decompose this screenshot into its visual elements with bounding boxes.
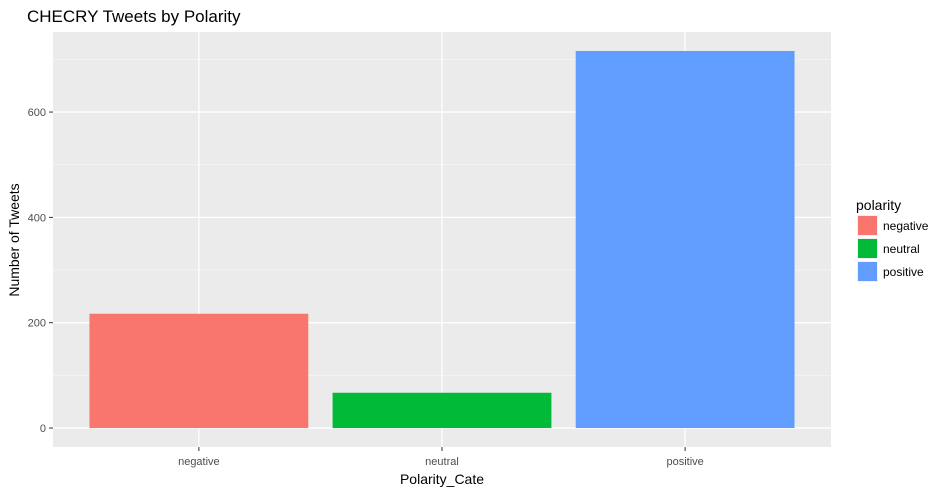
legend-swatch-positive: [858, 262, 877, 281]
bar-positive: [575, 50, 795, 429]
chart-title: CHECRY Tweets by Polarity: [27, 7, 241, 26]
x-tick-label: positive: [666, 456, 703, 468]
y-axis: 0 200 400 600: [28, 107, 53, 435]
bar-layer: [89, 50, 795, 429]
y-tick-label: 600: [28, 107, 46, 119]
legend-label-neutral: neutral: [883, 242, 920, 256]
y-axis-title: Number of Tweets: [6, 183, 22, 296]
legend-title: polarity: [856, 197, 901, 213]
legend: polarity negative neutral positive: [856, 197, 929, 282]
legend-label-negative: negative: [883, 219, 929, 233]
y-tick-label: 200: [28, 318, 46, 330]
y-tick-label: 400: [28, 212, 46, 224]
x-axis: negative neutral positive: [178, 447, 704, 468]
bar-neutral: [332, 392, 552, 429]
y-tick-label: 0: [40, 423, 46, 435]
x-axis-title: Polarity_Cate: [400, 471, 484, 487]
legend-swatch-neutral: [858, 239, 877, 258]
x-tick-label: neutral: [425, 456, 459, 468]
bar-negative: [89, 313, 309, 429]
x-tick-label: negative: [178, 456, 220, 468]
legend-swatch-negative: [858, 216, 877, 235]
legend-label-positive: positive: [883, 265, 924, 279]
